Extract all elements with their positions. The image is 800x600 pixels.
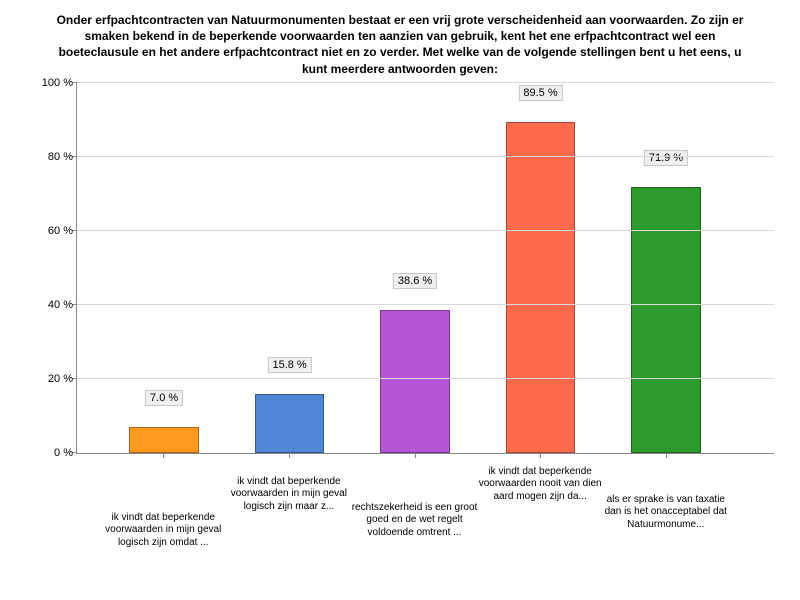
gridline	[77, 304, 774, 305]
y-tick-label: 60 %	[29, 225, 73, 237]
bar	[380, 310, 450, 453]
value-label: 15.8 %	[267, 357, 311, 373]
x-tick-label: als er sprake is van taxatie dan is het …	[598, 494, 733, 532]
bar	[129, 427, 199, 453]
x-axis-labels: ik vindt dat beperkende voorwaarden in m…	[76, 454, 774, 574]
x-tick-mark	[540, 453, 541, 458]
gridline	[77, 230, 774, 231]
bar-chart: Onder erfpachtcontracten van Natuurmonum…	[0, 0, 800, 600]
gridline	[77, 378, 774, 379]
value-label: 7.0 %	[145, 390, 183, 406]
bars-layer: 7.0 % 15.8 % 38.6 % 89.5 % 71.9 %	[77, 83, 774, 453]
bar	[631, 187, 701, 453]
y-tick-label: 80 %	[29, 151, 73, 163]
value-label: 38.6 %	[393, 273, 437, 289]
y-tick-label: 40 %	[29, 299, 73, 311]
x-tick-mark	[415, 453, 416, 458]
x-tick-mark	[289, 453, 290, 458]
x-tick-label: rechtszekerheid is een groot goed en de …	[347, 502, 482, 540]
x-tick-label: ik vindt dat beperkende voorwaarden in m…	[96, 512, 231, 550]
plot-area: 7.0 %15.8 %38.6 %89.5 %71.9 % 0 %20 %40 …	[76, 83, 774, 454]
x-tick-mark	[163, 453, 164, 458]
gridline	[77, 156, 774, 157]
y-tick-label: 100 %	[29, 77, 73, 89]
gridline	[77, 82, 774, 83]
y-tick-label: 20 %	[29, 373, 73, 385]
y-tick-label: 0 %	[29, 447, 73, 459]
bar	[255, 394, 325, 452]
bar	[506, 122, 576, 453]
value-label: 89.5 %	[518, 85, 562, 101]
x-tick-label: ik vindt dat beperkende voorwaarden in m…	[221, 476, 356, 514]
value-label: 71.9 %	[644, 150, 688, 166]
x-tick-mark	[666, 453, 667, 458]
x-tick-label: ik vindt dat beperkende voorwaarden nooi…	[473, 466, 608, 504]
chart-title: Onder erfpachtcontracten van Natuurmonum…	[16, 12, 784, 83]
